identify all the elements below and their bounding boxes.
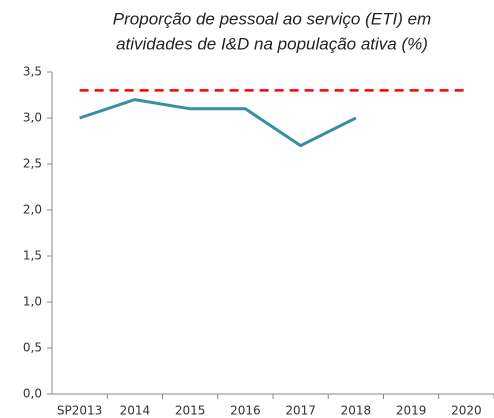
y-tick-label: 2,0 — [23, 203, 42, 217]
y-tick-label: 1,0 — [23, 295, 42, 309]
y-tick-label: 3,0 — [23, 111, 42, 125]
y-tick-label: 2,5 — [23, 157, 42, 171]
x-tick-label: 2014 — [120, 404, 151, 418]
y-tick-label: 0,0 — [23, 387, 42, 401]
chart-title: Proporção de pessoal ao serviço (ETI) em — [113, 9, 431, 28]
y-tick-label: 3,5 — [23, 65, 42, 79]
x-tick-label: 2019 — [396, 404, 427, 418]
x-tick-label: 2016 — [230, 404, 261, 418]
chart-title: atividades de I&D na população ativa (%) — [116, 34, 428, 53]
y-tick-label: 0,5 — [23, 341, 42, 355]
x-tick-label: 2015 — [175, 404, 206, 418]
x-tick-label: 2017 — [285, 404, 316, 418]
y-tick-label: 1,5 — [23, 249, 42, 263]
x-tick-label: 2018 — [341, 404, 372, 418]
x-tick-label: SP2013 — [57, 404, 102, 418]
line-series — [79, 98, 357, 148]
x-tick-label: 2020 — [451, 404, 482, 418]
